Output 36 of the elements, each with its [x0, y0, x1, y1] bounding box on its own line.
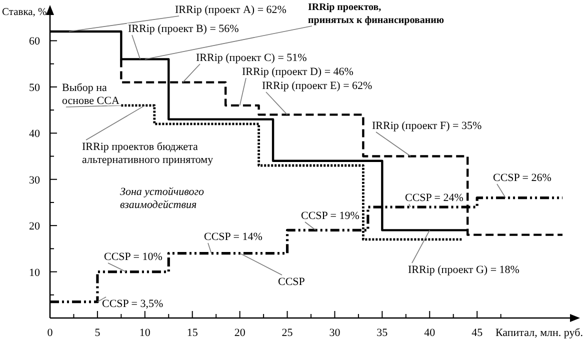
annotation: CCSP: [278, 276, 305, 288]
x-tick-label: 40: [424, 327, 436, 339]
annotation: IRRip проектов, принятых к финансированию: [308, 2, 444, 26]
x-tick-label: 0: [47, 327, 54, 339]
y-tick-label: 10: [29, 266, 40, 279]
annotation: IRRip (проект F) = 35%: [372, 120, 482, 132]
x-tick-label: 30: [329, 327, 341, 339]
x-tick-label: 35: [376, 327, 388, 339]
x-axis-title: Капитал, млн. руб.: [495, 327, 584, 339]
y-tick-label: 30: [29, 174, 40, 186]
annotation: CCSP = 26%: [493, 172, 552, 184]
annotation: IRRip (проект A) = 62%: [175, 4, 286, 16]
y-tick-label: 60: [29, 36, 40, 48]
annotation: CCSP = 10%: [104, 251, 162, 263]
y-tick-label: 40: [29, 128, 40, 140]
annotation: IRRip (проект E) = 62%: [262, 80, 372, 92]
annotation: Выбор на основе CCA: [62, 82, 120, 107]
x-tick-label: 45: [472, 327, 484, 339]
y-tick-label: 20: [29, 220, 40, 233]
x-tick-label: 10: [139, 327, 151, 339]
annotation: Зона устойчивого взаимодействия: [120, 186, 205, 211]
annotation: CCSP = 3,5%: [102, 298, 164, 310]
y-axis-title: Ставка, %: [2, 7, 48, 18]
annotation: CCSP = 24%: [405, 192, 464, 204]
annotation: IRRip (проект B) = 56%: [128, 23, 239, 35]
x-tick-label: 20: [234, 327, 246, 339]
x-tick-label: 15: [186, 327, 198, 339]
annotation: IRRip (проект D) = 46%: [242, 66, 354, 78]
annotation: CCSP = 14%: [204, 231, 262, 243]
annotation: IRRip (проект G) = 18%: [408, 264, 520, 276]
x-tick-label: 5: [94, 327, 101, 339]
y-tick-label: 50: [29, 82, 40, 94]
annotation: IRRip (проект C) = 51%: [196, 52, 307, 64]
x-tick-label: 25: [282, 327, 294, 339]
annotation: CCSP = 19%: [301, 210, 360, 222]
annotation: IRRip проектов бюджета альтернативного принятому: [82, 141, 214, 166]
